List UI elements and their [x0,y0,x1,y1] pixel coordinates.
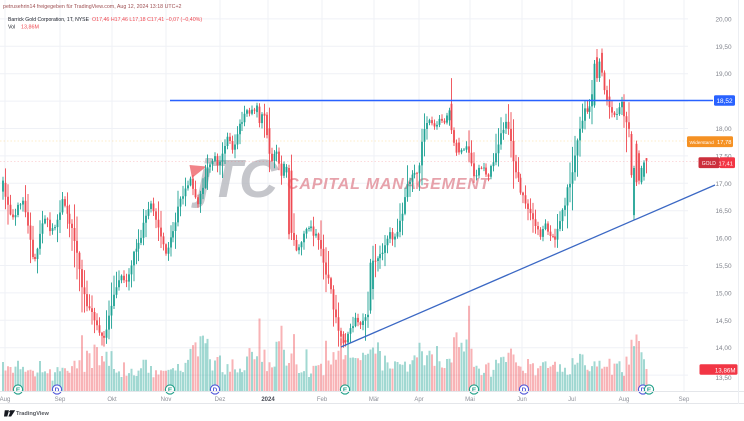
svg-text:Jun: Jun [517,397,527,403]
svg-text:Vol: Vol [8,24,15,30]
svg-text:18,52: 18,52 [717,98,733,105]
svg-text:19,00: 19,00 [716,71,732,78]
svg-text:20,00: 20,00 [716,16,732,23]
svg-text:16,50: 16,50 [716,208,732,215]
svg-text:2024: 2024 [261,397,275,403]
svg-text:Aug: Aug [619,397,630,403]
svg-text:17,50: 17,50 [716,153,732,160]
svg-text:14,50: 14,50 [716,318,732,325]
svg-text:GOLD: GOLD [702,161,717,167]
svg-text:D: D [55,387,60,394]
svg-text:Okt: Okt [107,397,117,403]
svg-text:13,50: 13,50 [716,375,732,382]
svg-text:Widerstand: Widerstand [690,140,715,146]
svg-text:Nov: Nov [161,397,172,403]
svg-text:O17,46 H17,46 L17,18 C17,41 −0: O17,46 H17,46 L17,18 C17,41 −0,07 (−0,40… [92,17,202,23]
svg-text:18,00: 18,00 [716,126,732,133]
svg-text:13,86M: 13,86M [21,24,39,30]
svg-text:15,50: 15,50 [716,263,732,270]
svg-text:13,86M: 13,86M [715,367,736,374]
svg-text:Dez: Dez [215,397,226,403]
svg-text:15,00: 15,00 [716,290,732,297]
svg-text:D: D [213,387,218,394]
svg-text:16,00: 16,00 [716,236,732,243]
svg-text:Sep: Sep [679,397,690,403]
svg-text:D: D [641,387,646,394]
svg-text:petrusehrin14 freigegeben für: petrusehrin14 freigegeben für TradingVie… [3,4,182,10]
svg-text:CAPITAL MANAGEMENT: CAPITAL MANAGEMENT [287,176,491,193]
svg-text:Feb: Feb [317,397,328,403]
svg-text:Mär: Mär [369,397,379,403]
svg-text:Apr: Apr [414,397,423,403]
svg-text:17,41: 17,41 [718,161,733,167]
svg-text:17,78: 17,78 [717,140,732,146]
svg-text:E: E [168,387,173,394]
svg-text:D: D [522,387,527,394]
svg-text:Aug: Aug [0,397,10,403]
svg-text:E: E [647,387,652,394]
svg-text:19,50: 19,50 [716,44,732,51]
svg-text:TradingView: TradingView [16,411,49,417]
svg-text:Jul: Jul [568,397,576,403]
svg-text:E: E [16,387,21,394]
svg-text:Barrick Gold Corporation, 1T,: Barrick Gold Corporation, 1T, NYSE [8,17,90,23]
svg-text:14,00: 14,00 [716,345,732,352]
svg-text:Mai: Mai [465,397,475,403]
svg-text:Sep: Sep [55,397,66,403]
svg-text:E: E [472,387,477,394]
svg-text:17,00: 17,00 [716,181,732,188]
svg-text:E: E [343,387,348,394]
